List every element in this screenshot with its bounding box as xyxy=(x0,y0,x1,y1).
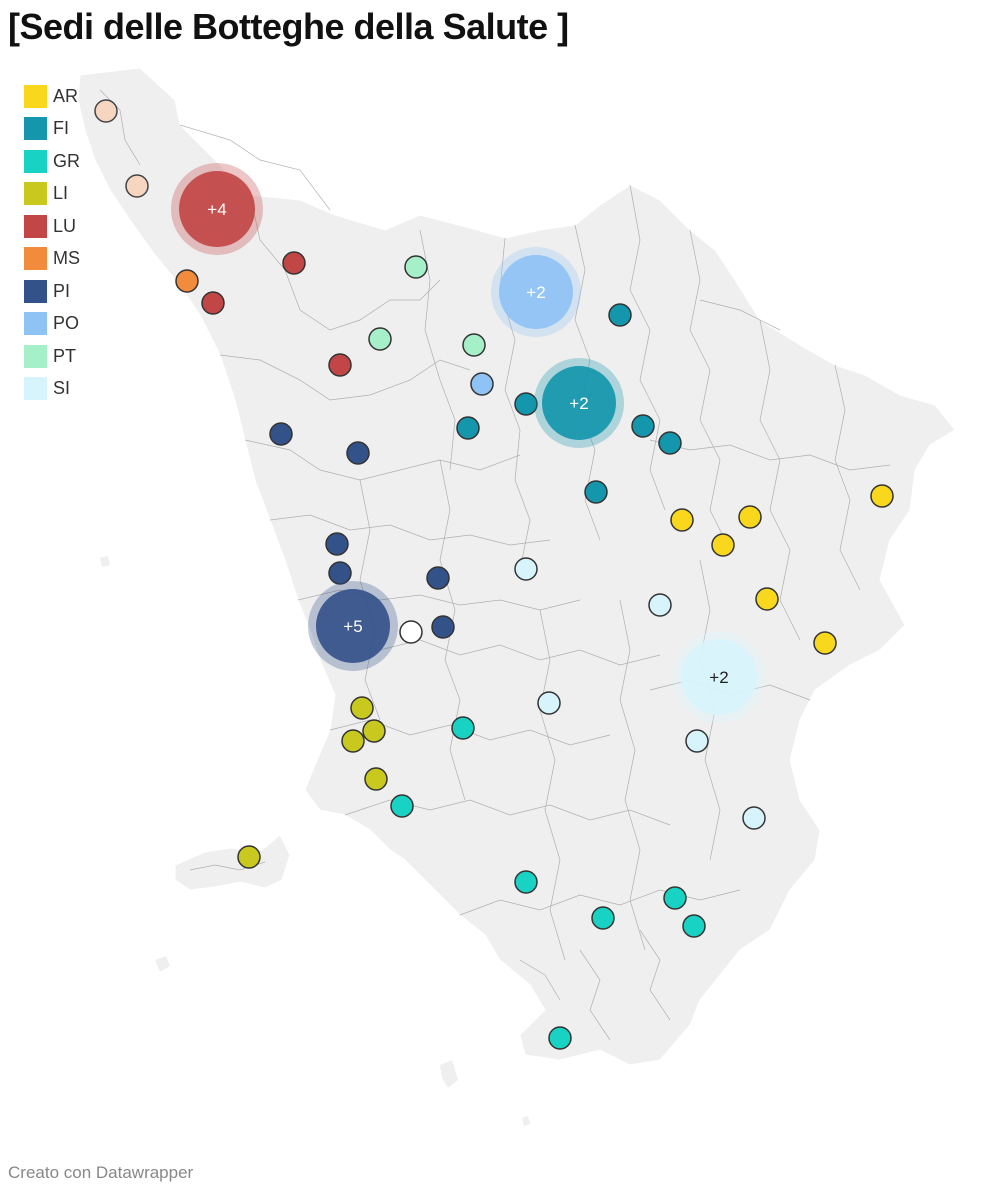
location-marker-pi[interactable] xyxy=(426,566,450,590)
legend-swatch xyxy=(24,312,47,335)
location-marker-gr[interactable] xyxy=(682,914,706,938)
cluster-circle xyxy=(179,171,255,247)
location-marker-pi[interactable] xyxy=(269,422,293,446)
cluster-count-label: +2 xyxy=(526,283,545,302)
location-marker-ar[interactable] xyxy=(870,484,894,508)
location-marker-li[interactable] xyxy=(341,729,365,753)
legend-item[interactable]: PO xyxy=(24,312,80,336)
cluster-count-label: +4 xyxy=(207,200,226,219)
location-marker-gr[interactable] xyxy=(451,716,475,740)
legend-swatch xyxy=(24,279,47,303)
cluster-count-label: +5 xyxy=(343,617,362,636)
location-marker-pt[interactable] xyxy=(368,327,392,351)
legend-swatch xyxy=(24,377,47,400)
location-marker-li[interactable] xyxy=(362,719,386,743)
legend-item[interactable]: PI xyxy=(24,279,80,303)
location-marker-lu[interactable] xyxy=(201,291,225,315)
legend-item[interactable]: SI xyxy=(24,377,80,401)
credit-text: Creato con Datawrapper xyxy=(8,1163,194,1182)
location-marker-li[interactable] xyxy=(237,845,261,869)
cluster-marker-lu[interactable]: +4 xyxy=(171,163,263,255)
legend-item[interactable]: GR xyxy=(24,149,80,173)
map-title: [Sedi delle Botteghe della Salute ] xyxy=(8,6,569,47)
legend-swatch xyxy=(24,117,47,140)
location-marker-pt[interactable] xyxy=(404,255,428,279)
location-marker-si[interactable] xyxy=(514,557,538,581)
location-marker-fi[interactable] xyxy=(584,480,608,504)
legend-swatch xyxy=(24,214,47,238)
location-marker-pi[interactable] xyxy=(431,615,455,639)
location-marker-pi[interactable] xyxy=(346,441,370,465)
legend-item[interactable]: LU xyxy=(24,214,80,238)
location-marker-ms[interactable] xyxy=(94,99,118,123)
legend-item[interactable]: PT xyxy=(24,344,80,368)
location-marker-gr[interactable] xyxy=(390,794,414,818)
location-marker-si[interactable] xyxy=(685,729,709,753)
legend-label: MS xyxy=(53,248,80,268)
markers-layer xyxy=(94,99,894,1050)
legend-label: PO xyxy=(53,313,80,333)
location-marker-pi[interactable] xyxy=(325,532,349,556)
cluster-marker-po[interactable]: +2 xyxy=(491,247,581,337)
legend: AR FI GR LI LU MS PI PO PT SI xyxy=(24,84,80,409)
location-marker-gr[interactable] xyxy=(663,886,687,910)
cluster-circle xyxy=(316,589,390,663)
location-marker-fi[interactable] xyxy=(608,303,632,327)
legend-label: PI xyxy=(53,280,71,301)
location-marker-si[interactable] xyxy=(742,806,766,830)
cluster-marker-pi[interactable]: +5 xyxy=(308,581,398,671)
location-marker-ar[interactable] xyxy=(670,508,694,532)
location-marker-ar[interactable] xyxy=(711,533,735,557)
location-marker-gr[interactable] xyxy=(548,1026,572,1050)
location-marker-si[interactable] xyxy=(648,593,672,617)
location-marker-si[interactable] xyxy=(537,691,561,715)
legend-item[interactable]: AR xyxy=(24,84,80,108)
location-marker-lu[interactable] xyxy=(282,251,306,275)
location-marker-si[interactable] xyxy=(399,620,423,644)
legend-swatch xyxy=(24,344,47,368)
location-marker-ms[interactable] xyxy=(175,269,199,293)
location-marker-fi[interactable] xyxy=(658,431,682,455)
location-marker-fi[interactable] xyxy=(631,414,655,438)
cluster-count-label: +2 xyxy=(569,394,588,413)
clusters-layer: +4 +2 +2 +5 +2 xyxy=(171,163,765,723)
location-marker-ar[interactable] xyxy=(738,505,762,529)
legend-label: LU xyxy=(53,215,77,236)
cluster-circle xyxy=(542,366,616,440)
legend-item[interactable]: MS xyxy=(24,247,80,271)
cluster-marker-si[interactable]: +2 xyxy=(673,631,765,723)
location-marker-pi[interactable] xyxy=(328,561,352,585)
location-marker-ar[interactable] xyxy=(755,587,779,611)
legend-label: SI xyxy=(53,378,71,398)
legend-swatch xyxy=(24,149,47,173)
legend-swatch xyxy=(24,182,47,205)
location-marker-gr[interactable] xyxy=(591,906,615,930)
legend-label: LI xyxy=(53,183,69,203)
legend-label: AR xyxy=(53,85,79,106)
location-marker-gr[interactable] xyxy=(514,870,538,894)
cluster-marker-fi[interactable]: +2 xyxy=(534,358,624,448)
location-marker-lu[interactable] xyxy=(328,353,352,377)
legend-swatch xyxy=(24,247,47,270)
cluster-circle xyxy=(681,639,757,715)
legend-label: PT xyxy=(53,345,77,366)
location-marker-fi[interactable] xyxy=(456,416,480,440)
legend-item[interactable]: LI xyxy=(24,182,80,206)
location-marker-pt[interactable] xyxy=(462,333,486,357)
legend-label: GR xyxy=(53,150,80,171)
legend-item[interactable]: FI xyxy=(24,117,80,141)
cluster-circle xyxy=(499,255,573,329)
location-marker-ar[interactable] xyxy=(813,631,837,655)
location-marker-li[interactable] xyxy=(350,696,374,720)
location-marker-li[interactable] xyxy=(364,767,388,791)
legend-label: FI xyxy=(53,118,69,138)
location-marker-po[interactable] xyxy=(470,372,494,396)
legend-swatch xyxy=(24,84,47,108)
cluster-count-label: +2 xyxy=(709,668,728,687)
location-marker-ms[interactable] xyxy=(125,174,149,198)
location-marker-fi[interactable] xyxy=(514,392,538,416)
